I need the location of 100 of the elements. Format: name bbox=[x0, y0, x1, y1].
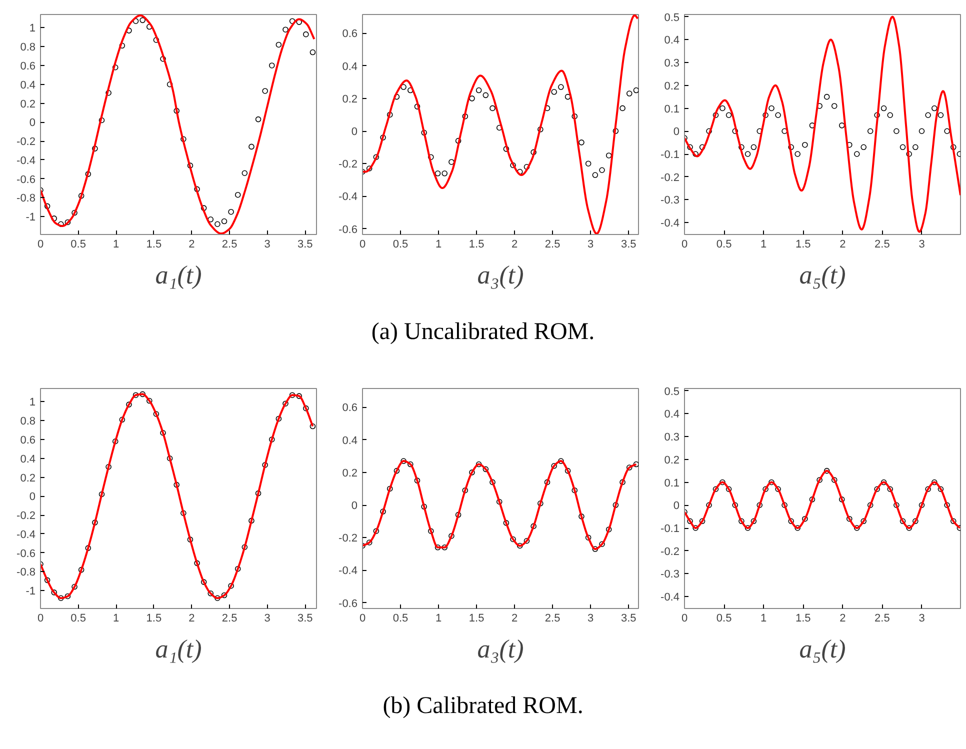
point bbox=[180, 136, 186, 142]
point bbox=[788, 144, 794, 150]
x-tick-label: 2 bbox=[840, 612, 846, 624]
x-tick-label: 0.5 bbox=[392, 612, 408, 624]
y-tick-label: -0.2 bbox=[16, 136, 36, 148]
x-tick-label: 2.5 bbox=[544, 238, 560, 250]
y-tick-label: 0.6 bbox=[342, 28, 358, 40]
point bbox=[510, 162, 516, 168]
y-tick-label: -0.3 bbox=[660, 194, 680, 207]
point bbox=[854, 525, 860, 531]
point bbox=[462, 113, 468, 120]
y-tick-label: 0.2 bbox=[20, 472, 36, 484]
y-tick-label: -0.4 bbox=[660, 592, 680, 604]
point bbox=[551, 463, 558, 469]
point bbox=[408, 461, 414, 468]
point bbox=[530, 523, 536, 530]
point bbox=[867, 502, 874, 508]
point bbox=[831, 477, 838, 483]
point bbox=[918, 502, 925, 508]
point bbox=[744, 525, 751, 531]
point bbox=[503, 146, 510, 152]
point bbox=[626, 464, 632, 470]
point bbox=[732, 502, 738, 508]
y-tick-label: 0.4 bbox=[20, 79, 36, 92]
y-tick-label: 0.2 bbox=[664, 454, 680, 466]
point bbox=[633, 461, 638, 468]
point bbox=[160, 56, 166, 62]
x-tick-label: 3.5 bbox=[620, 238, 636, 250]
point bbox=[187, 536, 194, 542]
point bbox=[744, 151, 751, 157]
point bbox=[180, 510, 186, 516]
point bbox=[950, 144, 956, 150]
point bbox=[434, 170, 441, 176]
x-axis-title: a₃(t) bbox=[477, 260, 524, 290]
x-tick-label: 2.5 bbox=[874, 238, 890, 250]
point bbox=[455, 138, 462, 144]
y-tick-label: 0.4 bbox=[342, 434, 358, 447]
x-tick-label: 0 bbox=[359, 238, 366, 250]
point bbox=[428, 154, 434, 160]
y-tick-label: 0.6 bbox=[20, 60, 36, 72]
point bbox=[106, 90, 112, 96]
point bbox=[153, 37, 160, 43]
point bbox=[282, 400, 288, 406]
point bbox=[200, 205, 207, 211]
point bbox=[276, 42, 282, 48]
x-tick-label: 1.5 bbox=[795, 238, 811, 250]
y-tick-label: -0.2 bbox=[660, 546, 680, 558]
point bbox=[242, 170, 248, 176]
point bbox=[380, 508, 386, 514]
point bbox=[802, 142, 808, 148]
point bbox=[255, 116, 262, 122]
point bbox=[146, 398, 152, 404]
point bbox=[187, 162, 194, 168]
point bbox=[119, 416, 126, 423]
point bbox=[912, 518, 918, 524]
point bbox=[228, 582, 234, 589]
point bbox=[706, 128, 712, 134]
point bbox=[824, 468, 830, 474]
y-tick-label: -0.4 bbox=[338, 565, 358, 578]
point bbox=[846, 516, 852, 522]
x-tick-label: 3 bbox=[588, 238, 594, 250]
x-axis-title: a₁(t) bbox=[155, 634, 202, 664]
point bbox=[585, 534, 592, 541]
y-tick-label: -0.4 bbox=[16, 154, 36, 167]
y-tick-label: -0.4 bbox=[16, 528, 36, 541]
point bbox=[906, 525, 912, 531]
y-tick-label: -0.2 bbox=[660, 172, 680, 184]
point bbox=[906, 151, 912, 157]
x-tick-label: 2 bbox=[840, 238, 846, 250]
point bbox=[442, 170, 448, 176]
point bbox=[880, 479, 887, 486]
x-tick-label: 0 bbox=[681, 238, 688, 250]
point bbox=[762, 112, 768, 118]
point bbox=[72, 210, 78, 216]
point bbox=[782, 502, 788, 508]
point bbox=[524, 164, 530, 170]
point bbox=[860, 518, 867, 524]
point bbox=[140, 17, 146, 24]
x-axis-title: a₅(t) bbox=[799, 260, 846, 290]
y-tick-label: 0.4 bbox=[20, 453, 36, 466]
y-tick-label: -0.8 bbox=[16, 192, 36, 205]
x-tick-label: 0 bbox=[681, 612, 688, 624]
point bbox=[768, 105, 774, 112]
y-tick-label: 0.3 bbox=[664, 432, 680, 444]
x-tick-label: 1 bbox=[760, 612, 767, 624]
point bbox=[932, 479, 938, 486]
point bbox=[809, 496, 816, 502]
y-tick-label: 0.1 bbox=[664, 477, 680, 490]
point bbox=[174, 482, 180, 488]
point bbox=[386, 486, 393, 492]
point bbox=[612, 128, 619, 134]
point bbox=[44, 577, 50, 584]
y-tick-label: 0.1 bbox=[664, 103, 680, 116]
point bbox=[756, 502, 763, 508]
point bbox=[400, 458, 406, 464]
x-axis-title: a₁(t) bbox=[155, 260, 202, 290]
point bbox=[699, 518, 706, 524]
point bbox=[788, 518, 794, 524]
point bbox=[160, 430, 166, 436]
x-tick-label: 2 bbox=[512, 238, 518, 250]
